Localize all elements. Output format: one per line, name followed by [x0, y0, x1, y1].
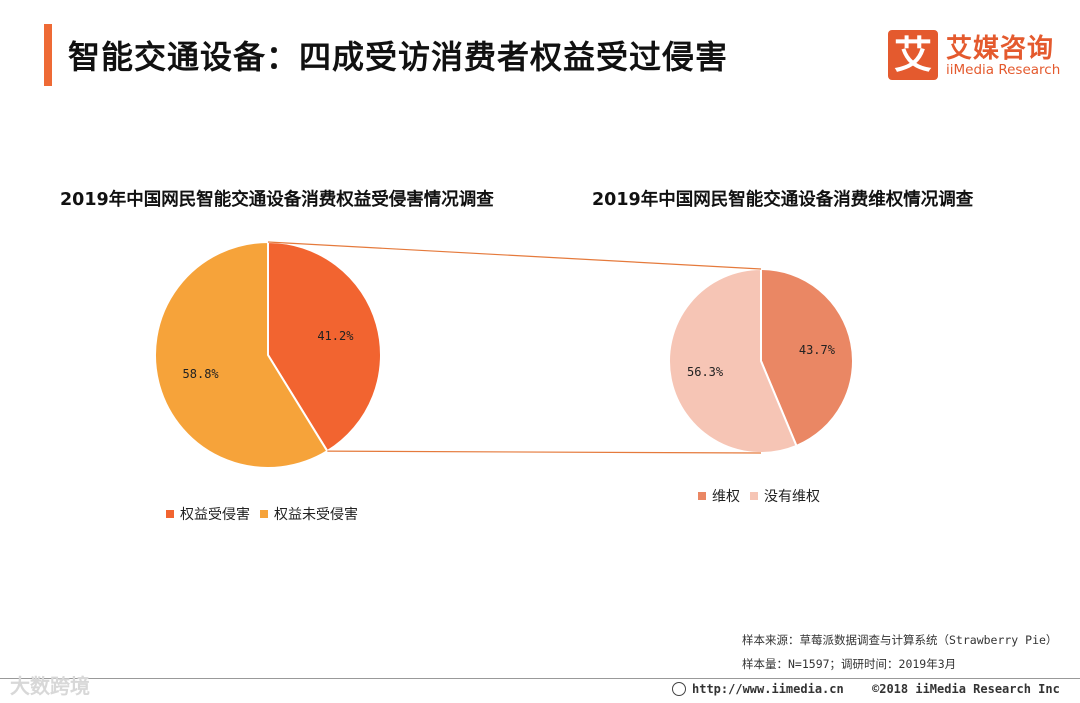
connector-line-top	[267, 241, 762, 270]
globe-icon	[672, 682, 686, 696]
legend-label-infringed: 权益受侵害	[180, 507, 250, 523]
legend-label-not-defended: 没有维权	[764, 489, 820, 505]
legend-item-infringed: 权益受侵害	[166, 504, 250, 524]
logo-name-en: iiMedia Research	[946, 62, 1061, 78]
page-title: 智能交通设备：四成受访消费者权益受过侵害	[68, 38, 729, 76]
legend-item-not-infringed: 权益未受侵害	[260, 504, 358, 524]
pie-left-label-1: 58.8%	[183, 367, 220, 381]
chart-right-title: 2019年中国网民智能交通设备消费维权情况调查	[592, 190, 974, 210]
legend-swatch-defended	[698, 492, 706, 500]
pie-right-slice-0	[760, 267, 854, 448]
pie-right-label-1: 56.3%	[687, 365, 724, 379]
legend-item-not-defended: 没有维权	[750, 486, 820, 506]
sample-note: 样本量：N=1597；调研时间：2019年3月	[742, 657, 957, 671]
footer-url[interactable]: http://www.iimedia.cn	[692, 682, 844, 696]
pie-right-label-0: 43.7%	[799, 343, 836, 357]
watermark: 大数跨境	[10, 674, 90, 698]
iimedia-logo: 艾 艾媒咨询 iiMedia Research	[888, 26, 1061, 82]
legend-swatch-not-infringed	[260, 510, 268, 518]
footer-divider	[0, 678, 1080, 679]
legend-item-defended: 维权	[698, 486, 740, 506]
connector-line-bottom	[327, 450, 762, 454]
pie-left-label-0: 41.2%	[317, 329, 354, 343]
pie-left-slice-1	[154, 240, 329, 469]
title-accent-bar	[44, 24, 52, 86]
legend-swatch-infringed	[166, 510, 174, 518]
source-note: 样本来源：草莓派数据调查与计算系统（Strawberry Pie）	[742, 633, 1058, 647]
legend-label-not-infringed: 权益未受侵害	[274, 507, 358, 523]
chart-left-title: 2019年中国网民智能交通设备消费权益受侵害情况调查	[60, 190, 494, 210]
footer-copyright: ©2018 iiMedia Research Inc	[872, 682, 1060, 696]
logo-mark: 艾	[888, 30, 938, 80]
legend-swatch-not-defended	[750, 492, 758, 500]
legend-label-defended: 维权	[712, 489, 740, 505]
logo-name-cn: 艾媒咨询	[946, 34, 1055, 64]
chart-left-legend: 权益受侵害 权益未受侵害	[166, 504, 368, 524]
chart-right-legend: 维权 没有维权	[698, 486, 830, 506]
